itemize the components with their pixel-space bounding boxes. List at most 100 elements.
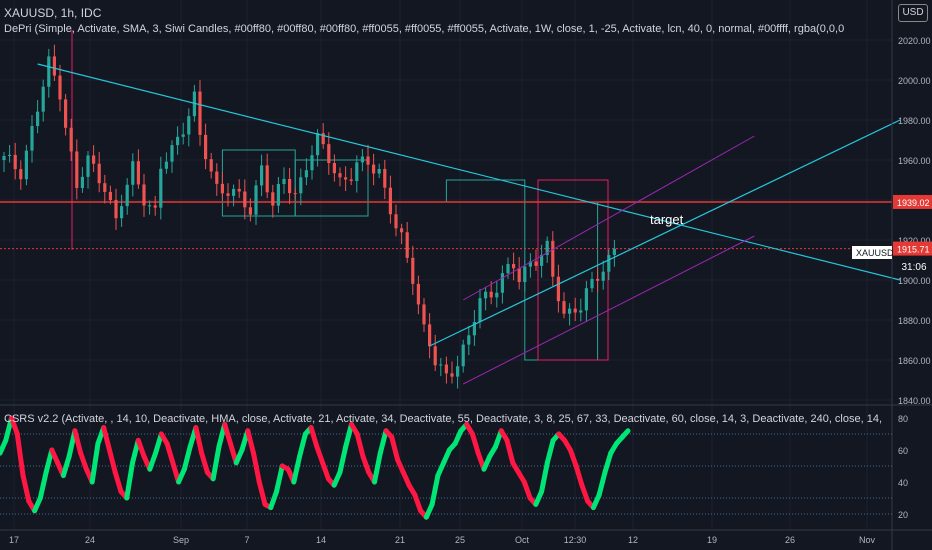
osc-segment <box>245 428 257 456</box>
trendline <box>429 119 901 347</box>
price-tick-label: 1920.00 <box>898 236 931 246</box>
candle-body <box>36 111 40 127</box>
candle-body <box>41 86 45 112</box>
candle-body <box>13 154 17 170</box>
candle-body <box>125 184 129 207</box>
candle-body <box>338 173 342 178</box>
osc-segment <box>360 453 372 475</box>
currency-button[interactable]: USD <box>898 4 928 22</box>
candle-body <box>288 178 292 194</box>
price-tick-label: 1980.00 <box>898 116 931 126</box>
candle-body <box>271 192 275 206</box>
osc-segment <box>181 444 193 472</box>
time-tick-label: 12 <box>628 535 638 545</box>
price-axis[interactable]: 1840.001860.001880.001900.001920.001940.… <box>891 0 931 550</box>
time-tick-label: 26 <box>785 535 795 545</box>
candle-body <box>495 292 499 298</box>
candle-body <box>64 99 68 128</box>
osc-segment <box>389 434 401 463</box>
time-axis[interactable]: 17 24 Sep 7 14 21 25 Oct 12:30 12 19 26 Nov <box>0 529 932 545</box>
candle-body <box>467 335 471 345</box>
candle-body <box>450 373 454 377</box>
candle-body <box>590 278 594 289</box>
candle-body <box>52 56 56 76</box>
candle-body <box>461 344 465 367</box>
osc-segment <box>268 489 280 511</box>
osc-segment <box>251 450 262 485</box>
candle-body <box>517 268 521 283</box>
candle-body <box>405 232 409 258</box>
oscillator-pane: 20 40 60 80 <box>0 404 932 520</box>
candle-body <box>579 310 583 313</box>
symbol-badge-text: XAUUSD <box>856 248 894 258</box>
candle-body <box>422 304 426 325</box>
price-levels <box>0 201 892 250</box>
time-tick-label: Nov <box>859 535 876 545</box>
price-tick-label: 1860.00 <box>898 356 931 366</box>
osc-segment <box>297 431 308 459</box>
time-tick-label: 7 <box>244 535 249 545</box>
price-badge-text: 1915.71 <box>897 245 930 255</box>
candle-body <box>215 171 219 184</box>
channel-line <box>462 135 755 301</box>
candle-body <box>24 150 28 180</box>
osc-segment <box>199 450 210 475</box>
candle-body <box>344 177 348 180</box>
candle-body <box>176 136 180 146</box>
candle-body <box>394 214 398 229</box>
osc-segment <box>135 437 147 459</box>
osc-segment <box>596 469 608 498</box>
candle-body <box>472 322 476 336</box>
osc-segment <box>106 447 118 475</box>
bar-countdown: 31:06 <box>896 261 932 275</box>
candle-body <box>69 127 73 152</box>
candle-body <box>2 156 6 160</box>
candle-body <box>136 161 140 185</box>
candle-body <box>148 205 152 207</box>
candle-body <box>254 185 258 215</box>
candle-body <box>120 206 124 219</box>
osc-segment <box>112 469 124 495</box>
candle-body <box>232 188 236 196</box>
candle-body <box>512 264 516 269</box>
candle-body <box>80 176 84 189</box>
osc-segment <box>147 450 159 472</box>
candle-body <box>86 155 90 177</box>
osc-segment <box>101 425 112 453</box>
osc-segment <box>371 450 383 485</box>
indicator-legend[interactable]: DePri (Simple, Activate, SMA, 3, Siwi Ca… <box>4 23 844 35</box>
candle-body <box>360 156 364 163</box>
candle-body <box>556 276 560 302</box>
osc-tick-label: 60 <box>898 446 908 456</box>
osc-segment <box>72 428 84 456</box>
candle-body <box>237 188 241 192</box>
osc-segment <box>60 453 72 479</box>
trendlines[interactable] <box>37 63 901 385</box>
osc-segment <box>291 453 303 485</box>
time-tick-label: 25 <box>455 535 465 545</box>
candle-body <box>75 151 79 189</box>
candle-body <box>444 364 448 374</box>
time-tick-label: Oct <box>515 535 530 545</box>
osc-segment <box>193 425 205 456</box>
symbol-title: XAUUSD, 1h, IDC <box>4 6 102 20</box>
price-tick-label: 2000.00 <box>898 76 931 86</box>
osc-segment <box>377 428 389 456</box>
candle-body <box>573 308 577 313</box>
osc-segment <box>573 463 585 488</box>
candle-body <box>19 169 23 180</box>
candle-body <box>377 168 381 174</box>
candle-body <box>332 163 336 174</box>
price-candles[interactable] <box>2 44 616 389</box>
candle-body <box>97 163 101 184</box>
candle-body <box>355 162 359 181</box>
osc-tick-label: 20 <box>898 510 908 520</box>
candle-body <box>248 207 252 215</box>
oscillator-legend[interactable]: CSRS v2.2 (Activate, , 14, 10, Deactivat… <box>4 413 884 425</box>
osc-segment <box>619 428 631 440</box>
candle-body <box>282 178 286 185</box>
osc-segment <box>504 437 516 466</box>
candle-body <box>131 161 135 185</box>
